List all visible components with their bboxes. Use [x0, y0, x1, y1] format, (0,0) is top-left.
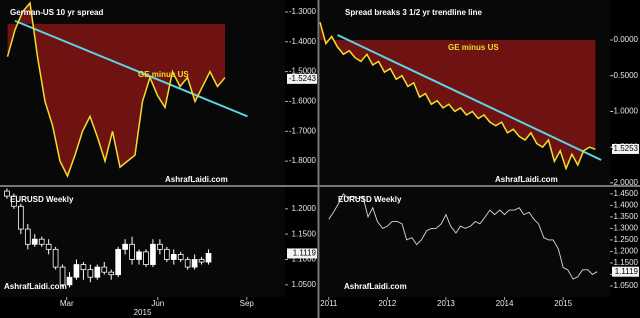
series-line: [6, 1, 226, 178]
y-tick-label: 1.2000: [614, 247, 639, 256]
candle-body: [87, 269, 94, 278]
annotation: GE minus US: [448, 43, 499, 52]
x-tick-label: Jun: [151, 299, 164, 308]
last-value-label: -1.5253: [611, 144, 639, 153]
chart-title: Spread breaks 3 1/2 yr trendline line: [345, 8, 483, 17]
x-tick-label: 2011: [320, 299, 338, 308]
y-tick-label: -1.0000: [611, 107, 639, 116]
y-tick-label: 1.4500: [614, 189, 639, 198]
y-tick-label: -2.0000: [611, 178, 639, 187]
candle-body: [101, 266, 108, 273]
candle-body: [38, 238, 45, 245]
y-tick-label: -1.6000: [289, 97, 317, 106]
plot-background: [320, 187, 610, 297]
x-tick-label: 2012: [378, 299, 396, 308]
chart-title: EURUSD Weekly: [338, 195, 402, 204]
watermark: AshrafLaidi.com: [495, 175, 558, 184]
x-tick-label: 2014: [496, 299, 514, 308]
last-value-box: [612, 143, 639, 154]
y-tick-label: 1.1000: [292, 255, 317, 264]
y-tick-label: 1.0500: [614, 281, 639, 290]
candle-body: [31, 238, 38, 245]
chart-title: German-US 10 yr spread: [10, 8, 103, 17]
candle-body: [108, 271, 115, 276]
watermark: AshrafLaidi.com: [4, 282, 67, 291]
candle-body: [45, 243, 52, 250]
candle-body: [115, 248, 122, 276]
series-line: [328, 193, 598, 280]
candle-body: [143, 251, 149, 265]
candle-body: [11, 195, 17, 207]
x-axis-label: 2015: [134, 308, 152, 317]
last-value-box: [612, 266, 639, 277]
y-tick-label: 1.4000: [614, 201, 639, 210]
candle-body: [59, 266, 66, 286]
last-value-box: [287, 248, 317, 259]
annotation: GE minus US: [138, 70, 189, 79]
candle-body: [52, 248, 59, 268]
last-value-label: -1.5243: [289, 74, 317, 83]
candle-body: [150, 243, 156, 265]
watermark: AshrafLaidi.com: [344, 282, 407, 291]
y-tick-label: -0.5000: [611, 71, 639, 80]
candle-body: [80, 264, 87, 271]
last-value-label: 1.1119: [293, 249, 317, 258]
last-value-box: [287, 73, 317, 84]
trendline: [14, 19, 248, 118]
chart-title: EURUSD Weekly: [10, 195, 74, 204]
last-value-label: 1.1119: [615, 267, 639, 276]
candle-body: [163, 248, 170, 260]
candle-body: [157, 243, 163, 250]
y-tick-label: -1.8000: [289, 156, 317, 165]
y-tick-label: 1.2500: [614, 235, 639, 244]
y-tick-label: 1.1500: [292, 229, 317, 238]
y-tick-label: 1.3000: [614, 224, 639, 233]
y-tick-label: -1.7000: [289, 126, 317, 135]
x-tick-label: 2013: [437, 299, 455, 308]
candle-body: [184, 259, 191, 268]
series-line: [319, 21, 596, 171]
y-tick-label: 1.1500: [614, 258, 639, 267]
x-tick-label: Sep: [240, 299, 255, 308]
candle-body: [136, 251, 142, 260]
watermark: AshrafLaidi.com: [165, 175, 228, 184]
plot-background: [0, 187, 285, 297]
trendline: [337, 34, 602, 161]
y-tick-label: -1.3000: [289, 7, 317, 16]
candle-body: [94, 266, 101, 278]
candle-body: [205, 253, 212, 263]
candle-body: [4, 190, 10, 197]
y-tick-label: 0.0000: [614, 35, 639, 44]
x-tick-label: 2015: [554, 299, 572, 308]
candle-body: [73, 264, 80, 278]
candle-body: [191, 259, 198, 268]
area-fill: [7, 2, 225, 177]
candle-body: [66, 276, 73, 286]
y-tick-label: -1.4000: [289, 37, 317, 46]
y-tick-label: 1.2000: [292, 204, 317, 213]
candle-body: [122, 243, 128, 250]
y-tick-label: 1.3500: [614, 212, 639, 221]
candle-body: [177, 254, 184, 260]
candle-body: [24, 228, 31, 245]
y-tick-label: 1.0500: [292, 280, 317, 289]
y-tick-label: -1.5000: [289, 67, 317, 76]
candle-body: [129, 243, 135, 260]
candle-body: [198, 259, 205, 263]
x-tick-label: Mar: [60, 299, 74, 308]
candle-body: [170, 254, 177, 260]
candle-body: [18, 205, 24, 230]
